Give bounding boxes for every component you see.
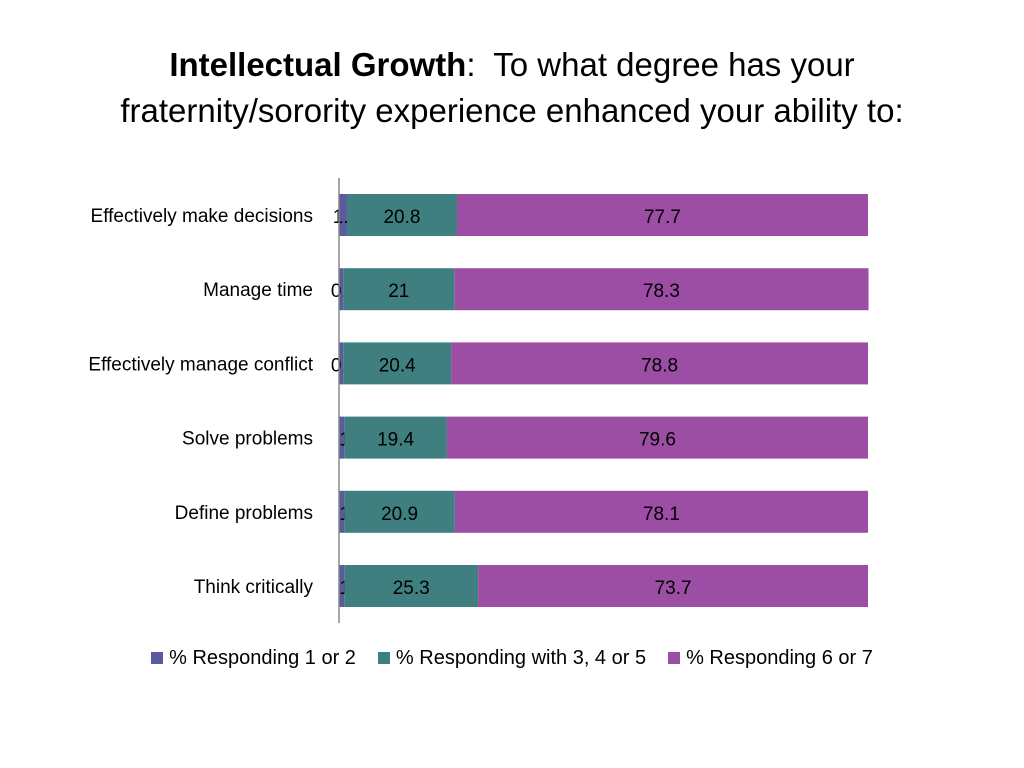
bar-segment (339, 565, 345, 607)
category-label: Define problems (175, 503, 313, 524)
data-label: 78.3 (643, 281, 680, 302)
category-label: Solve problems (182, 429, 313, 450)
chart-title: Intellectual Growth: To what degree has … (0, 42, 1024, 134)
bar-segment (339, 416, 345, 459)
legend-item-1: % Responding 1 or 2 (151, 646, 356, 670)
data-label: 25.3 (393, 578, 430, 599)
data-label: 78.8 (641, 355, 678, 376)
bar-segment (451, 342, 868, 385)
legend-swatch-3 (668, 652, 681, 664)
bar-segment (339, 194, 347, 236)
legend-label-1: % Responding 1 or 2 (169, 647, 356, 669)
data-label: 77.7 (644, 207, 681, 228)
category-label: Manage time (203, 280, 313, 301)
legend-label-2: % Responding with 3, 4 or 5 (395, 647, 647, 669)
bar-segment (446, 416, 868, 459)
title-bold: Intellectual Growth (169, 46, 467, 83)
title-line-1: Intellectual Growth: To what degree has … (0, 42, 1024, 88)
data-label: 73.7 (655, 578, 692, 599)
bar-segment (344, 565, 479, 607)
legend-swatch-1 (151, 652, 164, 664)
data-label: 79.6 (639, 430, 676, 451)
category-label: Effectively make decisions (91, 206, 313, 227)
category-label: Think critically (194, 577, 314, 598)
title-line-2: fraternity/sorority experience enhanced … (120, 92, 904, 129)
bar-segment (454, 268, 869, 311)
bar-segment (454, 490, 868, 533)
legend-item-2: % Responding with 3, 4 or 5 (377, 646, 647, 670)
bar-segment (456, 194, 868, 236)
data-label: 19.4 (377, 430, 414, 451)
title-colon: : (466, 46, 476, 83)
data-label: 20.8 (383, 207, 420, 228)
title-line1-rest: To what degree has your (493, 46, 855, 83)
legend-item-3: % Responding 6 or 7 (668, 646, 873, 670)
legend-swatch-2 (377, 652, 390, 664)
bar-segment (478, 565, 868, 607)
bar-segment (339, 268, 344, 311)
bar-segment (343, 342, 452, 385)
bar-segment (344, 490, 455, 533)
category-label: Effectively manage conflict (88, 354, 313, 375)
legend-label-3: % Responding 6 or 7 (686, 647, 873, 669)
bar-segment (339, 490, 345, 533)
legend: % Responding 1 or 2 % Responding with 3,… (0, 646, 1024, 670)
data-label: 78.1 (643, 504, 680, 525)
data-label: 21 (388, 281, 409, 302)
data-label: 20.4 (379, 355, 416, 376)
bar-segment (339, 342, 344, 385)
bar-segment (346, 194, 457, 236)
bar-segment (343, 268, 455, 311)
bar-segment (344, 416, 447, 459)
data-label: 20.9 (381, 504, 418, 525)
